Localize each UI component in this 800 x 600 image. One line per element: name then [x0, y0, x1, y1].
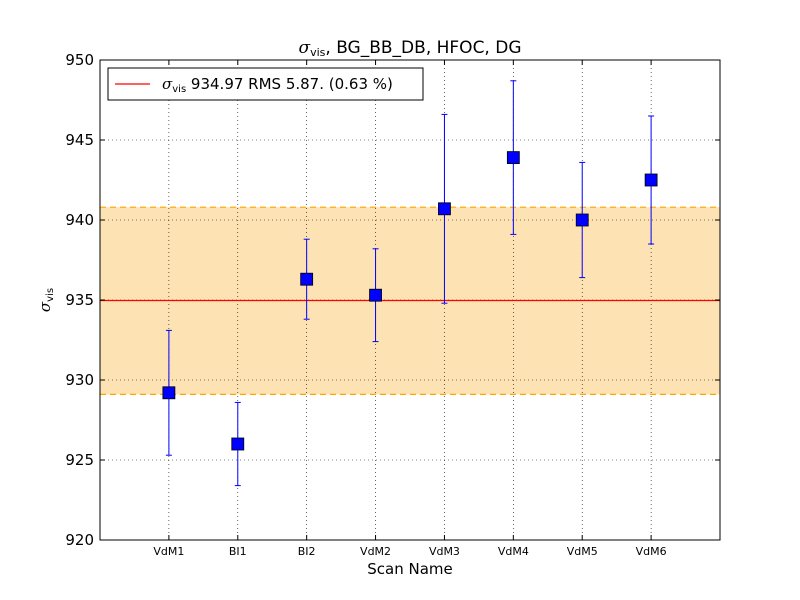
x-tick-label: BI1	[229, 545, 247, 558]
legend-label: σvis 934.97 RMS 5.87. (0.63 %)	[162, 75, 393, 95]
data-point	[506, 151, 520, 165]
title-subscript: vis	[310, 46, 326, 59]
x-tick-label: VdM6	[636, 545, 667, 558]
data-point	[575, 213, 589, 227]
y-tick-label: 945	[65, 131, 94, 149]
y-label-symbol: σ	[36, 301, 54, 312]
legend-subscript: vis	[172, 84, 186, 95]
x-tick-label: VdM2	[360, 545, 391, 558]
legend-text: 934.97 RMS 5.87. (0.63 %)	[186, 75, 393, 93]
legend-box	[107, 67, 424, 101]
y-tick-label: 920	[65, 531, 94, 549]
chart-title: σvis, BG_BB_DB, HFOC, DG	[298, 38, 521, 59]
data-point	[438, 202, 451, 216]
data-point	[644, 173, 658, 187]
data-point	[300, 272, 314, 286]
y-tick-label: 930	[65, 371, 94, 389]
y-tick-label: 935	[65, 291, 94, 309]
legend-symbol: σ	[162, 75, 173, 93]
y-tick-label: 940	[65, 211, 94, 229]
y-tick-label: 925	[65, 451, 94, 469]
legend: σvis 934.97 RMS 5.87. (0.63 %)	[107, 67, 424, 101]
x-tick-label: VdM4	[498, 545, 529, 558]
x-tick-label: VdM5	[567, 545, 598, 558]
y-tick-label: 950	[65, 51, 94, 69]
title-symbol: σ	[298, 38, 310, 58]
data-point	[162, 386, 176, 400]
x-axis-label: Scan Name	[367, 560, 453, 578]
title-rest: , BG_BB_DB, HFOC, DG	[325, 38, 521, 58]
y-axis-label: σvis	[36, 288, 56, 312]
tick-layer: 920 925 930 935 940 945 950 VdM1 BI1 BI2 VdM2 VdM3 V…	[65, 51, 720, 558]
y-label-subscript: vis	[45, 288, 56, 302]
x-tick-label: VdM3	[429, 545, 460, 558]
data-point	[231, 437, 245, 451]
data-point	[369, 288, 382, 302]
data-layer	[162, 80, 658, 487]
x-tick-label: VdM1	[153, 545, 184, 558]
x-tick-label: BI2	[298, 545, 316, 558]
